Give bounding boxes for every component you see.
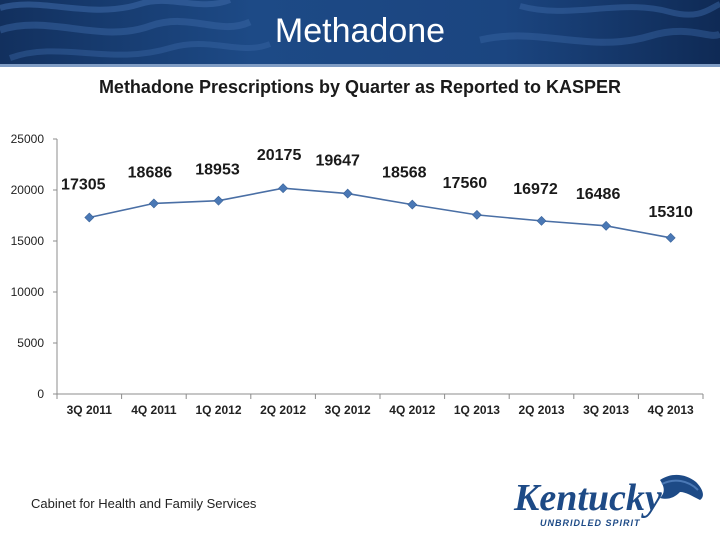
logo-tagline: UNBRIDLED SPIRIT [540, 518, 641, 528]
kentucky-logo: Kentucky UNBRIDLED SPIRIT [513, 474, 703, 528]
y-tick-label: 15000 [11, 234, 45, 248]
y-tick-label: 10000 [11, 285, 45, 299]
y-tick-label: 0 [37, 387, 44, 401]
data-point-marker [407, 199, 418, 210]
series-methadone [84, 183, 676, 243]
x-tick-label: 4Q 2011 [131, 403, 177, 417]
logo-wordmark: Kentucky [513, 477, 662, 519]
data-point-marker [148, 198, 159, 209]
x-tick-label: 2Q 2013 [518, 403, 564, 417]
data-label: 16972 [513, 181, 558, 198]
data-label: 19647 [315, 153, 360, 170]
data-label: 17305 [61, 176, 106, 193]
slide-header: Methadone [0, 0, 720, 64]
data-label: 16486 [576, 186, 621, 203]
header-swirl-decoration [0, 0, 720, 61]
data-label: 20175 [257, 147, 302, 164]
y-tick-label: 20000 [11, 183, 45, 197]
data-point-marker [342, 188, 353, 199]
chart-title: Methadone Prescriptions by Quarter as Re… [98, 77, 622, 97]
data-label: 15310 [648, 204, 693, 221]
data-point-marker [84, 212, 95, 223]
data-labels: 17305 18686 18953 20175 19647 18568 17560 16972… [61, 147, 693, 221]
x-tick-label: 1Q 2012 [195, 403, 241, 417]
header-rule [0, 64, 720, 67]
x-tick-label: 3Q 2011 [67, 403, 113, 417]
x-axis-ticks: 3Q 2011 4Q 2011 1Q 2012 2Q 2012 3Q 2012 4Q 20… [56, 394, 704, 417]
data-point-marker [213, 195, 224, 206]
y-tick-label: 25000 [11, 132, 45, 146]
x-tick-label: 3Q 2012 [325, 403, 371, 417]
footer-text: Cabinet for Health and Family Services [31, 496, 257, 511]
series-line [89, 187, 671, 239]
data-label: 18568 [382, 165, 427, 182]
data-point-marker [471, 209, 482, 220]
x-tick-label: 4Q 2012 [389, 403, 435, 417]
x-tick-label: 2Q 2012 [260, 403, 306, 417]
data-point-marker [601, 220, 612, 231]
y-tick-label: 5000 [17, 336, 44, 350]
data-point-marker [278, 183, 289, 194]
x-tick-label: 1Q 2013 [454, 403, 500, 417]
line-chart: 0 5000 10000 15000 20000 25000 3Q 2011 4Q 2011… [11, 132, 704, 417]
data-label: 18686 [128, 164, 173, 181]
slide-title: Methadone [274, 12, 446, 50]
data-point-marker [665, 232, 676, 243]
x-tick-label: 3Q 2013 [583, 403, 629, 417]
y-axis-ticks: 0 5000 10000 15000 20000 25000 [11, 132, 57, 401]
data-label: 18953 [195, 162, 240, 179]
x-tick-label: 4Q 2013 [648, 403, 694, 417]
data-point-marker [536, 215, 547, 226]
data-label: 17560 [443, 175, 488, 192]
